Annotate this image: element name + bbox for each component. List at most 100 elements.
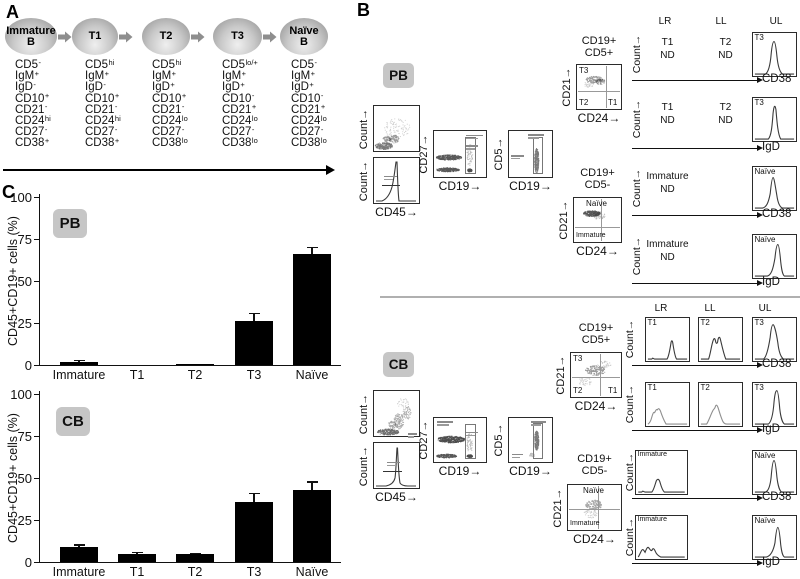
y-tick-label: 25 [17, 512, 32, 528]
plot-graphics [636, 451, 687, 494]
x-category-label: T1 [129, 368, 145, 382]
x-axis [39, 365, 341, 367]
marker-base: IgM [85, 70, 105, 83]
hist-box-immature: Immature [635, 450, 688, 495]
marker-item: CD24lo [152, 114, 188, 127]
marker-superscript: + [310, 68, 316, 78]
nd-cell-note: ND [660, 50, 675, 61]
error-bar-line [253, 312, 255, 322]
marker-base: CD10 [152, 92, 182, 105]
marker-superscript: hi [44, 113, 51, 123]
gate-title-line1: CD19+ [581, 35, 617, 47]
group-badge-pb: PB [53, 209, 87, 238]
axis-arrow-head [757, 494, 763, 501]
flow-plot-cd45-pb-annotation [384, 175, 397, 178]
marker-base: CD27 [85, 126, 115, 139]
y-axis [39, 194, 41, 366]
flow-plot-cd45-pb-xlabel: CD45→ [375, 205, 418, 219]
plot-graphics [753, 98, 796, 141]
axis-arrow-head [757, 279, 763, 286]
marker-base: CD24 [152, 115, 182, 127]
marker-item: IgD+ [291, 79, 314, 93]
nd-cell-note: ND [718, 50, 733, 61]
flow-plot-cd5-cd19-pb-annotation [527, 134, 545, 136]
bar-0 [60, 362, 98, 365]
marker-base: CD27 [222, 126, 252, 139]
nd-cell-note: ND [660, 184, 675, 195]
y-tick-label: 50 [17, 273, 32, 289]
marker-superscript: + [170, 79, 175, 89]
marker-base: IgM [222, 70, 242, 83]
marker-base: CD21 [291, 103, 321, 116]
plot-graphics [753, 383, 796, 426]
plot-graphics [753, 235, 796, 278]
marker-superscript: - [44, 124, 48, 134]
marker-item: CD38+ [85, 136, 119, 149]
y-tick [34, 562, 39, 564]
flow-plot-cd45-cb-annotation [387, 464, 397, 467]
y-tick-label: 50 [17, 470, 32, 486]
hist-box-t2: T2 [698, 382, 743, 427]
marker-item: CD24hi [85, 114, 121, 127]
marker-superscript: + [309, 79, 314, 89]
marker-superscript: lo [181, 135, 188, 145]
stage-oval-label: Immature B [6, 24, 56, 48]
flow-plot-cd5-cd19-pb-gate [533, 136, 543, 175]
flow-plot-cd27-cd19-cb-annotation [466, 434, 475, 437]
flow-plot-cd5-cd19-pb [508, 130, 553, 178]
marker-base: IgD [85, 81, 103, 94]
marker-item: IgD- [15, 79, 36, 93]
marker-item: CD10- [291, 91, 323, 105]
quad-label-bottom: Immature [576, 232, 606, 239]
flow-plot-cd27-cd19-pb-annotation [466, 148, 475, 150]
quad-label-bottom-left: T2 [573, 386, 583, 395]
flow-plot-cd27-cd19-cb [433, 417, 487, 463]
axis-arrow-line [632, 430, 757, 432]
marker-base: CD5 [15, 59, 39, 71]
marker-item: CD10- [222, 91, 255, 105]
x-category-label: Immature [52, 368, 106, 382]
y-tick-label: 75 [17, 231, 32, 247]
flow-plot-cd45-cb-annotation [387, 461, 401, 464]
marker-item: CD21- [152, 102, 184, 116]
axis-arrow-head [757, 144, 763, 151]
marker-superscript: + [320, 102, 326, 112]
flow-plot-cd5-cd19-pb-annotation [511, 158, 521, 160]
marker-superscript: - [38, 57, 42, 67]
marker-superscript: - [33, 79, 36, 89]
marker-base: CD38 [15, 137, 45, 150]
marker-superscript: - [251, 91, 255, 101]
cd24-axis-label: CD24→ [574, 399, 618, 413]
hist-box-label: Immature [637, 451, 668, 458]
marker-item: CD5- [291, 58, 317, 71]
axis-arrow-head [757, 211, 763, 218]
nd-cell-note: ND [660, 252, 675, 263]
bar-4 [293, 254, 331, 365]
marker-item: CD27- [15, 124, 48, 138]
axis-arrow-line [632, 563, 757, 565]
x-category-label: T1 [129, 565, 145, 579]
marker-superscript: hi [175, 57, 182, 67]
marker-base: CD38 [222, 137, 252, 150]
y-tick [34, 281, 39, 283]
hist-box-t3: T3 [752, 32, 797, 77]
error-bar-cap [131, 552, 143, 554]
plot-graphics [753, 167, 796, 210]
gate-title-line2: CD5- [584, 178, 611, 191]
quad-plot-cd5pos-cb-hline [572, 376, 620, 378]
stage-oval-2: T2 [142, 18, 190, 55]
marker-base: CD38 [152, 137, 182, 150]
marker-item: CD5hi [85, 58, 114, 71]
plot-graphics [646, 318, 689, 361]
marker-base: IgD [152, 81, 170, 94]
y-axis-title: CD45+CD19+ cells (%) [6, 413, 20, 543]
flow-plot-cd45-pb-gate-line [382, 185, 400, 187]
marker-base: IgD [222, 81, 240, 94]
flow-plot-scatter-cb-annotation [407, 433, 418, 435]
marker-item: CD21- [15, 102, 47, 116]
marker-item: CD5lo/+ [222, 58, 258, 71]
marker-item: CD27- [85, 125, 117, 139]
stage-arrow-icon [119, 30, 133, 43]
